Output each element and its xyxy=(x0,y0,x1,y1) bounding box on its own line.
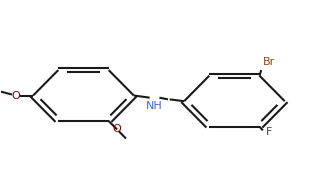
Text: O: O xyxy=(11,91,20,100)
Text: F: F xyxy=(266,127,273,137)
Text: NH: NH xyxy=(146,101,163,111)
Text: Br: Br xyxy=(263,57,275,67)
Text: O: O xyxy=(113,125,122,134)
